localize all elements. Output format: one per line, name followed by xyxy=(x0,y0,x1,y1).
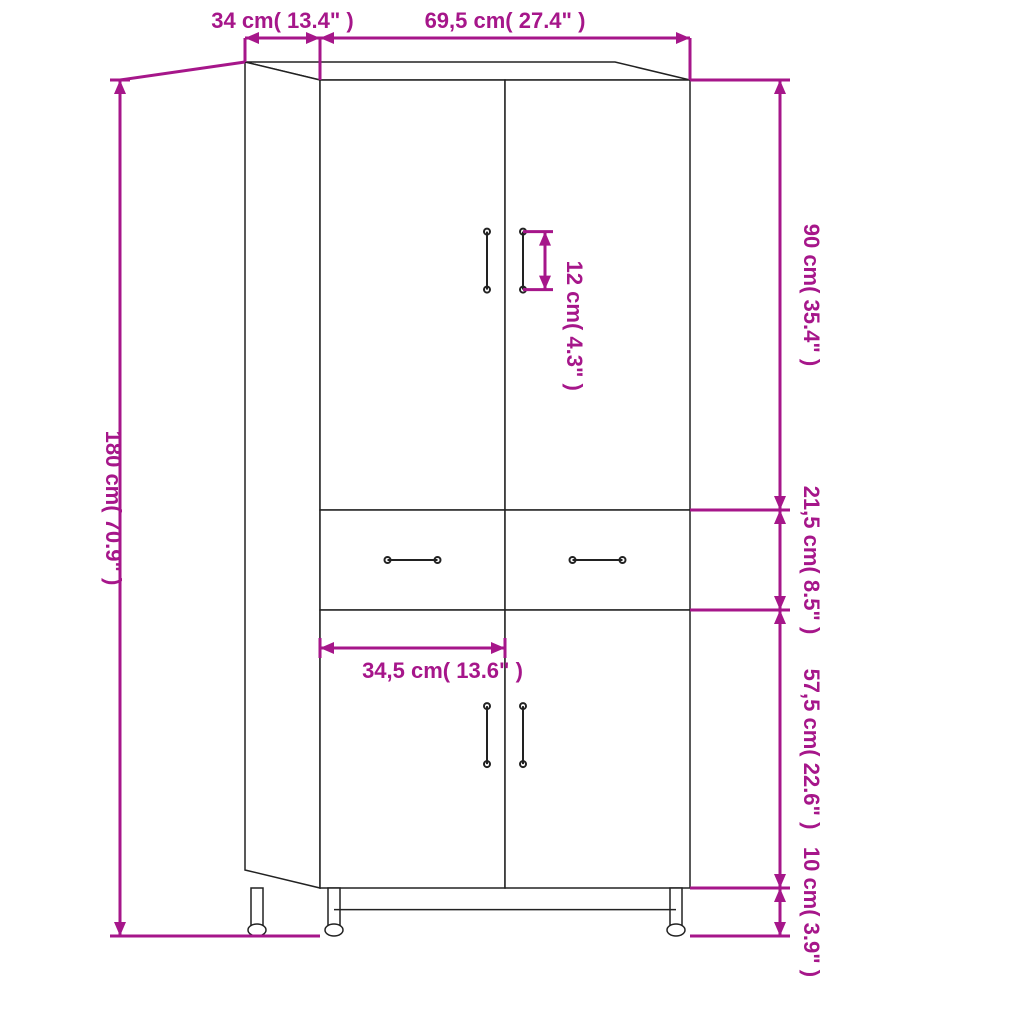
cabinet-dimension-diagram: 34 cm( 13.4" ) 69,5 cm( 27.4" ) 180 cm( 70… xyxy=(0,0,1024,1024)
dimension-label: 21,5 cm( 8.5" ) xyxy=(799,486,824,635)
dimension-label: 10 cm( 3.9" ) xyxy=(799,847,824,977)
dimension-label: 180 cm( 70.9" ) xyxy=(101,431,126,586)
lower-door-right xyxy=(505,610,690,888)
upper-door-left xyxy=(320,80,505,510)
lower-door-left xyxy=(320,610,505,888)
upper-door-right xyxy=(505,80,690,510)
dimension-label: 69,5 cm( 27.4" ) xyxy=(425,8,586,33)
dimension-label: 57,5 cm( 22.6" ) xyxy=(799,669,824,830)
cabinet-side xyxy=(245,62,320,888)
dimension-label: 90 cm( 35.4" ) xyxy=(799,224,824,367)
dimension-label: 34,5 cm( 13.6" ) xyxy=(362,658,523,683)
dimension-label: 12 cm( 4.3" ) xyxy=(562,261,587,391)
dimension-label: 34 cm( 13.4" ) xyxy=(211,8,354,33)
